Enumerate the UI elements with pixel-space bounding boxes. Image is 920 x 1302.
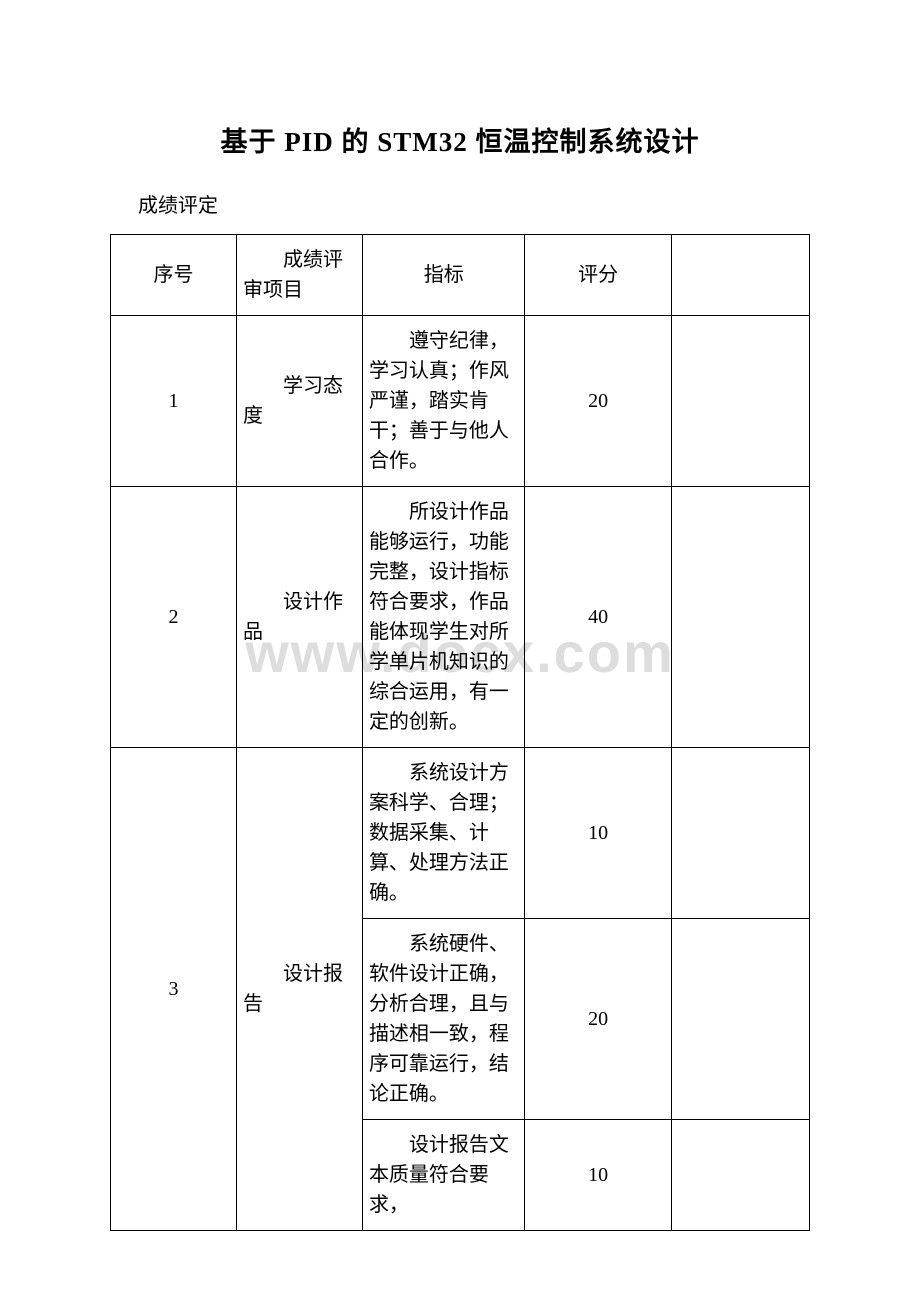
cell-blank bbox=[671, 1120, 809, 1231]
cell-item: 学习态 度 bbox=[236, 316, 362, 487]
cell-item-line1: 设计作 bbox=[243, 587, 356, 617]
title-pid: PID bbox=[284, 127, 334, 157]
header-score: 评分 bbox=[525, 235, 671, 316]
cell-item: 设计报 告 bbox=[236, 748, 362, 1231]
document-page: 基于 PID 的 STM32 恒温控制系统设计 成绩评定 序号 成绩评 审项目 … bbox=[0, 0, 920, 1271]
header-blank bbox=[671, 235, 809, 316]
cell-item-line2: 告 bbox=[243, 989, 356, 1019]
header-item-line1: 成绩评 bbox=[243, 245, 356, 275]
table-row: 1 学习态 度 遵守纪律，学习认真；作风严谨，踏实肯干；善于与他人合作。 20 bbox=[111, 316, 810, 487]
header-desc: 指标 bbox=[362, 235, 525, 316]
section-subtitle: 成绩评定 bbox=[138, 189, 810, 218]
table-row: 2 设计作 品 所设计作品能够运行，功能完整，设计指标符合要求，作品能体现学生对… bbox=[111, 487, 810, 748]
cell-num: 2 bbox=[111, 487, 237, 748]
cell-item-line2: 度 bbox=[243, 401, 356, 431]
page-title: 基于 PID 的 STM32 恒温控制系统设计 bbox=[110, 120, 810, 159]
cell-item-line1: 设计报 bbox=[243, 959, 356, 989]
cell-desc: 设计报告文本质量符合要求， bbox=[362, 1120, 525, 1231]
title-suffix: 恒温控制系统设计 bbox=[468, 127, 700, 157]
cell-blank bbox=[671, 748, 809, 919]
cell-item: 设计作 品 bbox=[236, 487, 362, 748]
cell-blank bbox=[671, 316, 809, 487]
cell-item-line1: 学习态 bbox=[243, 371, 356, 401]
cell-item-line2: 品 bbox=[243, 617, 356, 647]
cell-desc-text: 所设计作品能够运行，功能完整，设计指标符合要求，作品能体现学生对所学单片机知识的… bbox=[369, 497, 519, 737]
cell-score: 40 bbox=[525, 487, 671, 748]
cell-num: 1 bbox=[111, 316, 237, 487]
grading-table: 序号 成绩评 审项目 指标 评分 1 学习态 度 遵守纪律，学习认真；作风严谨，… bbox=[110, 234, 810, 1231]
cell-desc-text: 遵守纪律，学习认真；作风严谨，踏实肯干；善于与他人合作。 bbox=[369, 326, 519, 476]
cell-desc: 系统硬件、软件设计正确，分析合理，且与描述相一致，程序可靠运行，结论正确。 bbox=[362, 919, 525, 1120]
cell-score: 10 bbox=[525, 748, 671, 919]
cell-blank bbox=[671, 487, 809, 748]
cell-num: 3 bbox=[111, 748, 237, 1231]
cell-score: 10 bbox=[525, 1120, 671, 1231]
cell-desc-text: 系统硬件、软件设计正确，分析合理，且与描述相一致，程序可靠运行，结论正确。 bbox=[369, 929, 519, 1109]
cell-desc: 所设计作品能够运行，功能完整，设计指标符合要求，作品能体现学生对所学单片机知识的… bbox=[362, 487, 525, 748]
header-item: 成绩评 审项目 bbox=[236, 235, 362, 316]
cell-score: 20 bbox=[525, 316, 671, 487]
table-header-row: 序号 成绩评 审项目 指标 评分 bbox=[111, 235, 810, 316]
header-item-line2: 审项目 bbox=[243, 275, 356, 305]
cell-desc: 系统设计方案科学、合理；数据采集、计算、处理方法正确。 bbox=[362, 748, 525, 919]
cell-desc: 遵守纪律，学习认真；作风严谨，踏实肯干；善于与他人合作。 bbox=[362, 316, 525, 487]
title-prefix: 基于 bbox=[220, 127, 284, 157]
title-mid: 的 bbox=[334, 127, 378, 157]
header-num: 序号 bbox=[111, 235, 237, 316]
cell-blank bbox=[671, 919, 809, 1120]
table-row: 3 设计报 告 系统设计方案科学、合理；数据采集、计算、处理方法正确。 10 bbox=[111, 748, 810, 919]
cell-score: 20 bbox=[525, 919, 671, 1120]
cell-desc-text: 系统设计方案科学、合理；数据采集、计算、处理方法正确。 bbox=[369, 758, 519, 908]
title-chip: STM32 bbox=[377, 127, 468, 157]
cell-desc-text: 设计报告文本质量符合要求， bbox=[369, 1130, 519, 1220]
